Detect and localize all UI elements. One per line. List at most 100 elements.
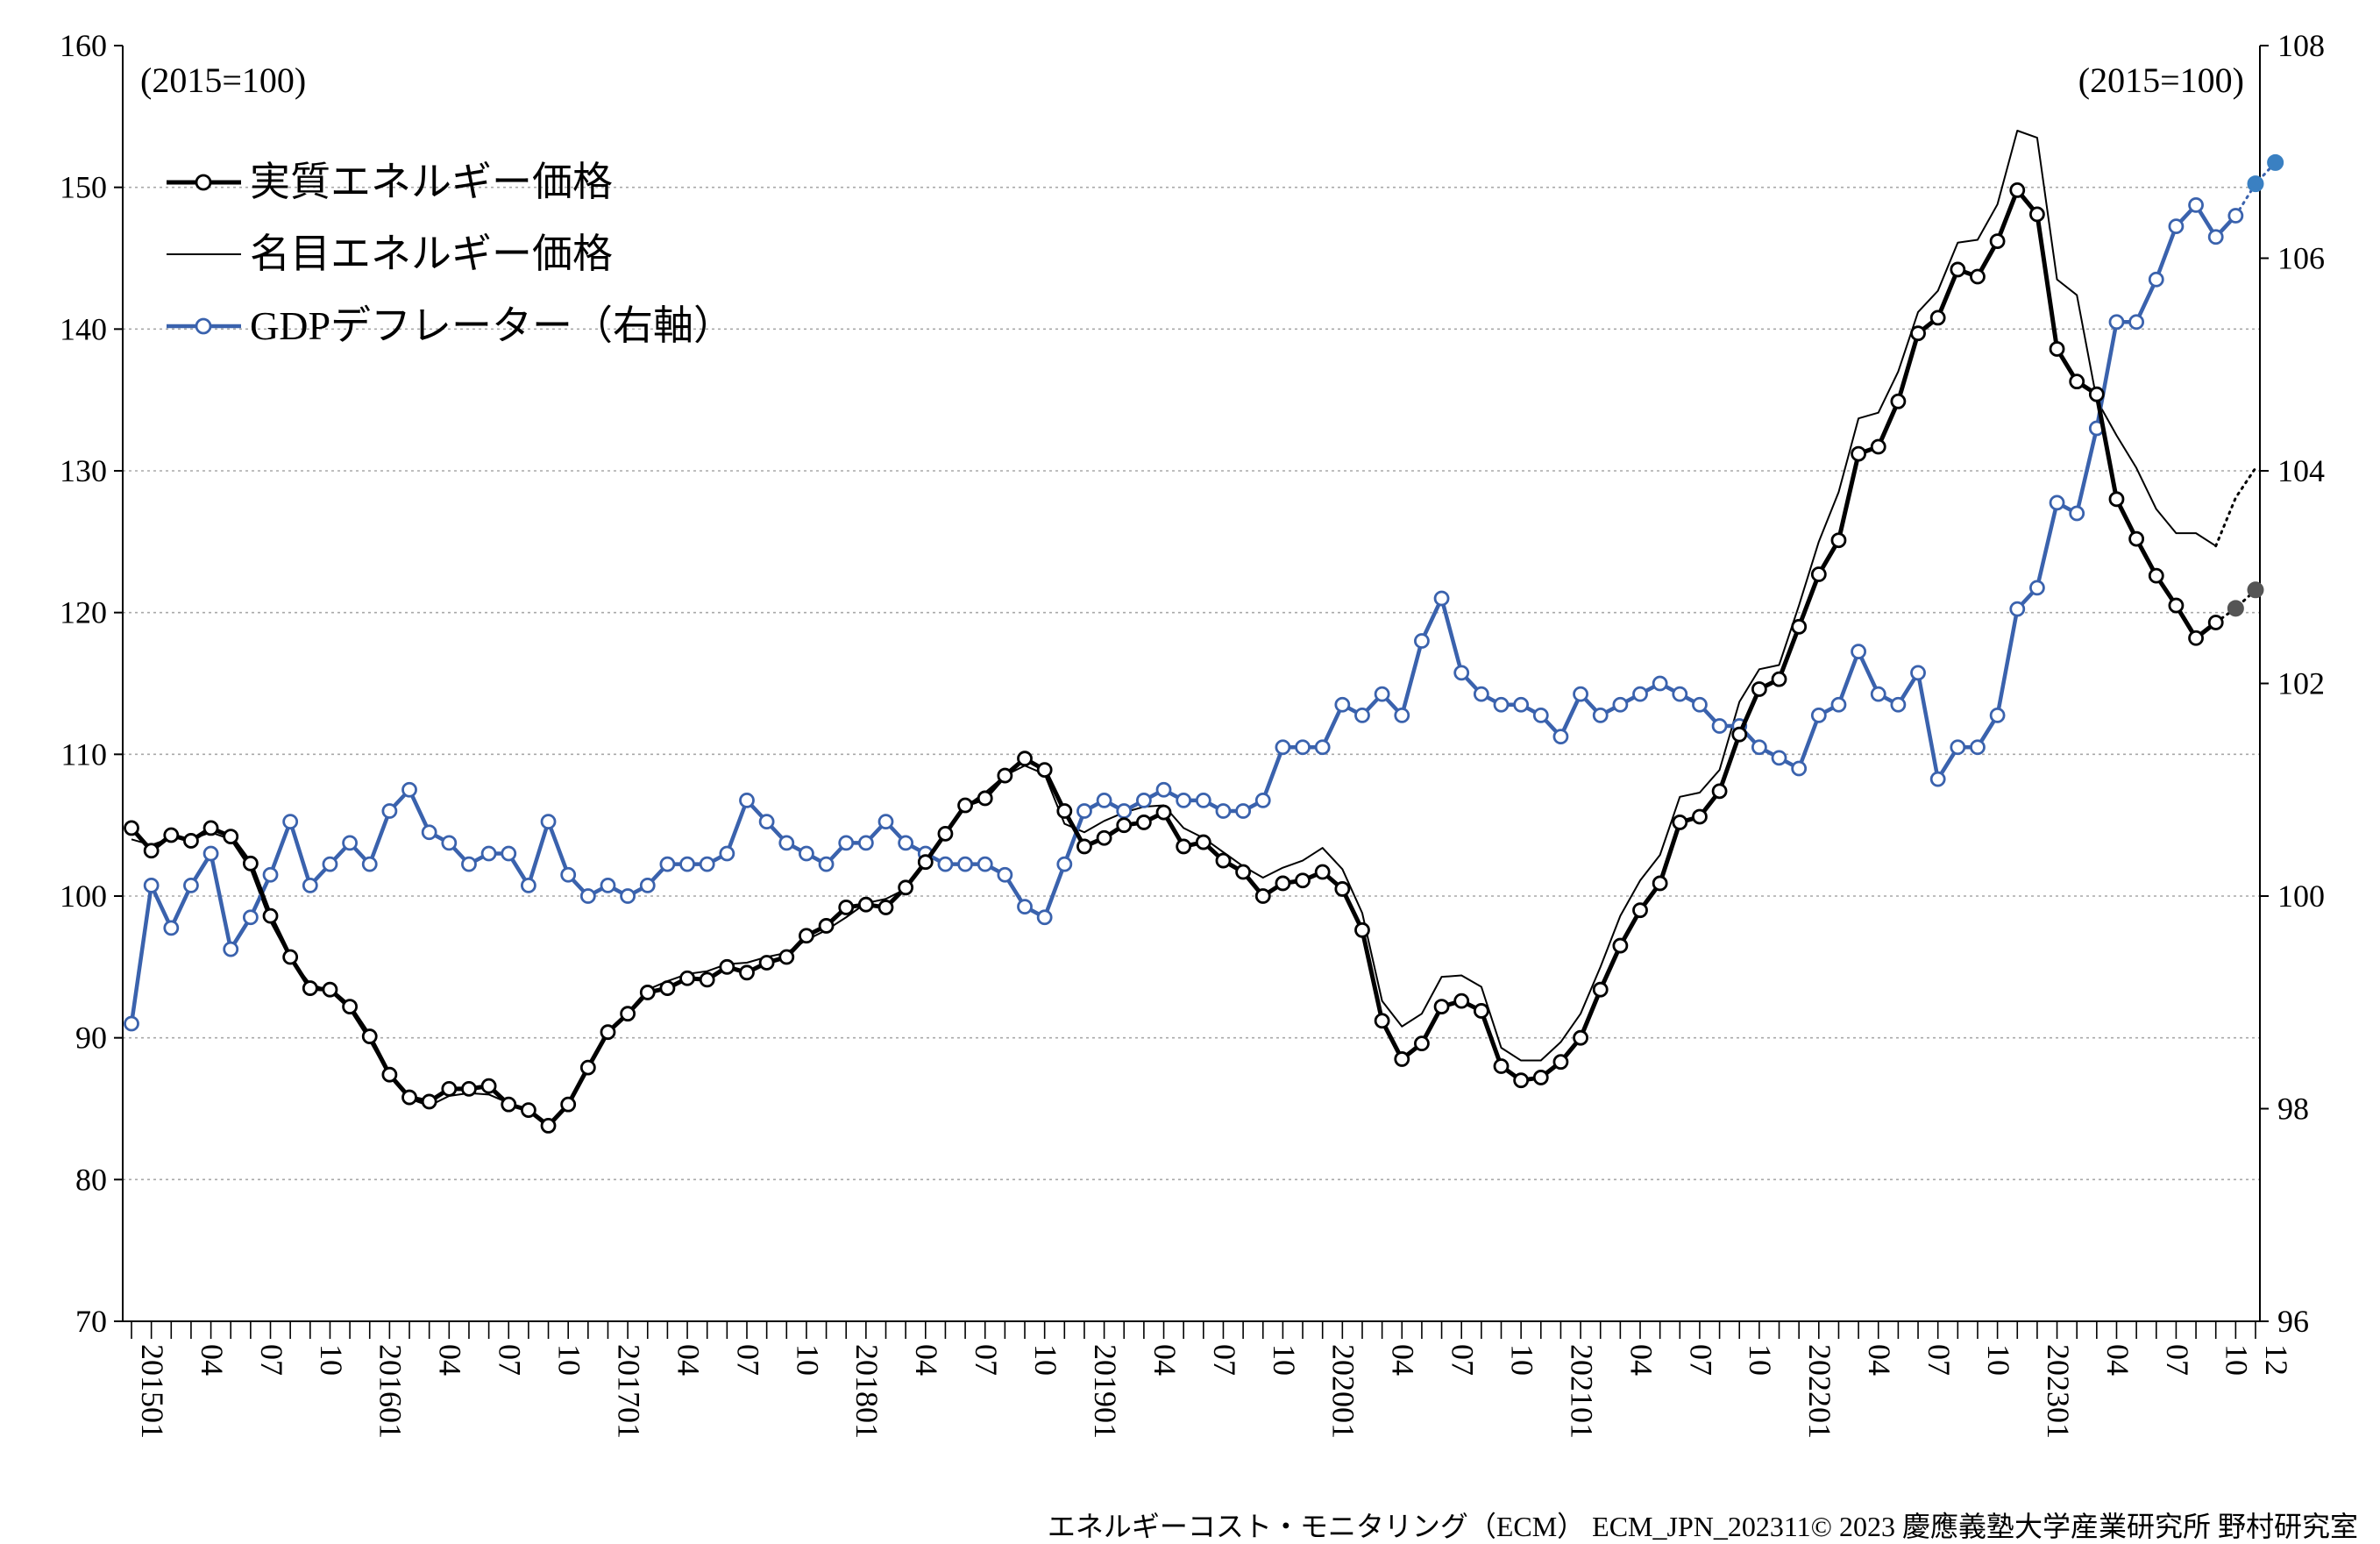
data-point (1155, 781, 1172, 798)
data-point (1950, 261, 1966, 278)
x-tick-label: 04 (1386, 1344, 1421, 1376)
legend-label: GDPデフレーター（右軸） (250, 303, 734, 348)
data-point (1334, 696, 1351, 713)
data-point (679, 970, 695, 986)
x-tick-label: 10 (1028, 1344, 1063, 1376)
data-point (1573, 1029, 1588, 1046)
data-point (937, 856, 954, 872)
data-point (1036, 909, 1053, 926)
data-point (1295, 872, 1311, 889)
data-point (2207, 615, 2224, 630)
data-point (1513, 696, 1530, 713)
data-point (2227, 208, 2244, 224)
data-point (898, 835, 914, 851)
data-point (857, 835, 874, 851)
data-point (1394, 707, 1410, 723)
data-point (1950, 739, 1966, 756)
data-point (1275, 739, 1291, 756)
data-point (1810, 707, 1827, 723)
data-point (1076, 838, 1092, 855)
data-point (2188, 630, 2204, 646)
data-point (1890, 696, 1907, 713)
data-point (1215, 803, 1232, 819)
data-point (1751, 681, 1767, 697)
data-point (183, 833, 199, 849)
data-point (401, 781, 417, 798)
x-tick-label: 04 (195, 1344, 230, 1376)
data-point (799, 928, 814, 944)
data-point (917, 854, 934, 871)
data-point (1929, 310, 1946, 326)
forecast-point (2267, 153, 2284, 171)
data-point (639, 985, 656, 1000)
data-point (1135, 792, 1152, 808)
data-point (1810, 566, 1827, 582)
data-point (441, 1080, 458, 1097)
data-point (2069, 505, 2085, 522)
x-tick-label: 202201 (1802, 1344, 1837, 1439)
x-tick-label: 10 (1743, 1344, 1778, 1376)
data-point (1453, 993, 1470, 1009)
data-point (1830, 532, 1847, 549)
data-point (520, 1102, 536, 1119)
data-point (302, 877, 318, 893)
data-point (659, 856, 676, 872)
data-point (579, 888, 596, 904)
data-point (501, 1096, 517, 1113)
data-point (282, 814, 299, 830)
data-point (1632, 902, 1648, 919)
series-2 (131, 130, 2257, 1124)
x-tick-label: 10 (790, 1344, 825, 1376)
x-tick-label: 201801 (849, 1344, 885, 1439)
data-point (480, 845, 497, 862)
x-tick-label: 04 (909, 1344, 944, 1376)
data-point (719, 845, 735, 862)
data-point (1632, 686, 1648, 702)
data-point (302, 980, 318, 996)
data-point (163, 920, 180, 936)
data-point (480, 1078, 497, 1094)
x-tick-label: 07 (1207, 1344, 1242, 1376)
data-point (977, 856, 993, 872)
data-point (1791, 618, 1808, 635)
data-point (1017, 899, 1033, 915)
x-tick-label: 04 (1623, 1344, 1659, 1376)
data-point (1473, 686, 1489, 702)
data-point (2069, 374, 2085, 390)
data-point (1970, 739, 1986, 756)
data-point (1870, 686, 1886, 702)
data-point (579, 1059, 596, 1076)
data-point (1711, 718, 1728, 734)
data-point (620, 888, 636, 904)
data-point (560, 1096, 577, 1113)
data-point (2128, 314, 2145, 331)
data-point (778, 835, 795, 851)
data-point (1652, 875, 1668, 892)
data-point (997, 767, 1013, 784)
forecast-line (2214, 588, 2257, 624)
x-axis-ticks: 201501 04 07 10 201601 04 07 10 201701 04 07 10 2018… (131, 1321, 2294, 1439)
data-point (1176, 838, 1192, 855)
series-line (130, 188, 2218, 1128)
data-point (143, 843, 160, 859)
x-tick-label: 12 (2259, 1344, 2294, 1376)
x-tick-label: 202101 (1564, 1344, 1599, 1439)
data-point (183, 877, 199, 893)
data-point (1036, 762, 1053, 779)
data-point (1652, 675, 1668, 692)
x-tick-label: 07 (1446, 1344, 1481, 1376)
data-point (1334, 881, 1351, 897)
data-point (1970, 268, 1986, 285)
left-tick-label: 100 (60, 879, 107, 914)
data-point (1989, 233, 2006, 250)
data-point (1513, 1072, 1530, 1089)
data-point (1910, 665, 1926, 681)
data-point (2049, 341, 2065, 357)
data-point (1235, 803, 1252, 819)
data-point (778, 949, 795, 965)
data-point (1532, 707, 1549, 723)
series-layer (124, 130, 2284, 1134)
data-point (322, 981, 338, 998)
data-point (818, 856, 835, 872)
